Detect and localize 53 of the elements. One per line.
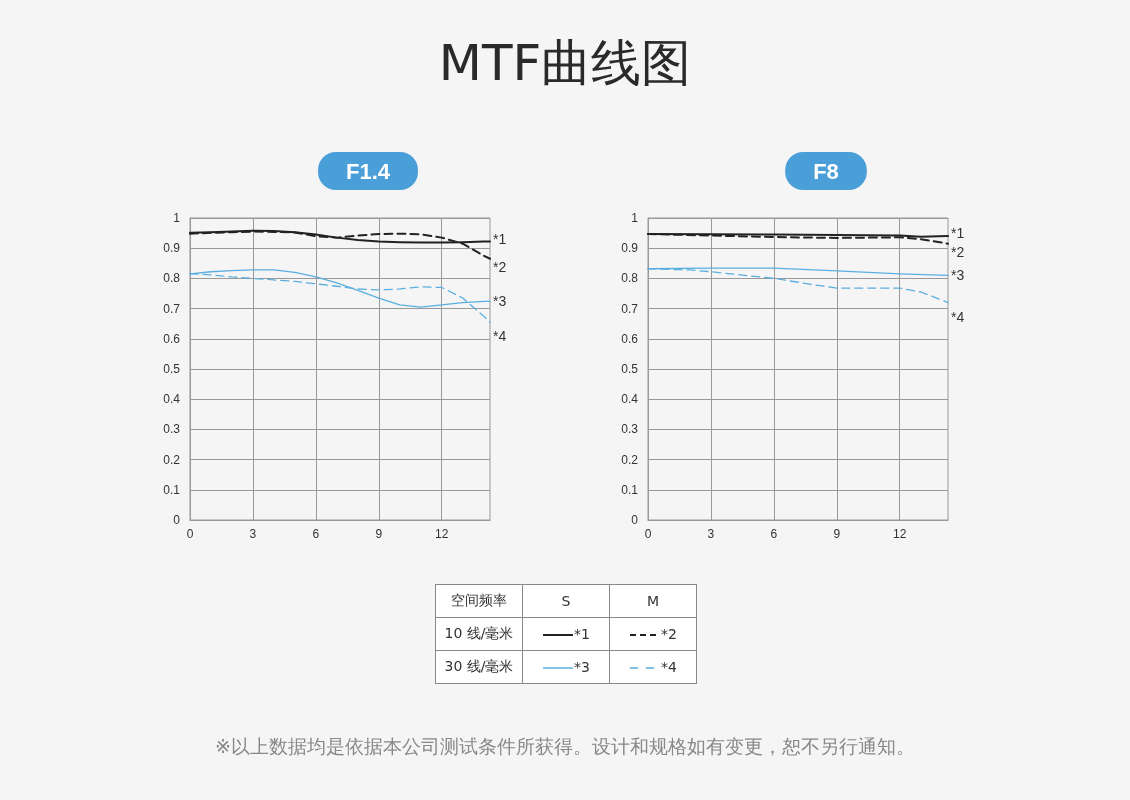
text: 10 线/毫米	[435, 617, 523, 651]
text: *1	[574, 626, 590, 642]
y-tick-label: 0.3	[163, 422, 181, 437]
series-label: *4	[493, 328, 507, 345]
series-label: *1	[493, 230, 507, 247]
y-tick-label: 0.8	[621, 271, 639, 286]
y-tick-label: 0.7	[621, 301, 639, 316]
y-tick-label: 0.6	[621, 331, 639, 346]
x-tick-label: 0	[644, 527, 652, 541]
text: S	[522, 584, 610, 618]
y-tick-label: 0.9	[163, 241, 181, 256]
text: *3	[574, 659, 590, 675]
x-tick-label: 3	[249, 527, 257, 541]
x-tick-label: 9	[375, 527, 383, 541]
x-tick-label: 6	[312, 527, 320, 541]
y-tick-label: 0.8	[163, 271, 181, 286]
x-tick-label: 6	[770, 527, 778, 541]
series-label: *2	[493, 258, 507, 275]
text: MTF曲线图	[437, 33, 693, 94]
text: M	[609, 584, 697, 618]
y-tick-label: 0.4	[621, 392, 639, 407]
y-tick-label: 0	[631, 513, 639, 527]
y-tick-label: 0.1	[163, 482, 181, 497]
y-tick-label: 0.1	[621, 482, 639, 497]
y-tick-label: 0.2	[621, 452, 639, 467]
y-tick-label: 0.9	[621, 241, 639, 256]
x-tick-label: 12	[893, 527, 907, 541]
x-tick-label: 12	[435, 527, 449, 541]
x-tick-label: 3	[707, 527, 715, 541]
y-tick-label: 0.6	[163, 331, 181, 346]
y-tick-label: 0.5	[621, 362, 639, 376]
text: *4	[661, 659, 677, 675]
y-tick-label: 0.5	[163, 362, 181, 376]
y-tick-label: 1	[173, 211, 181, 225]
series-label: *4	[951, 308, 965, 325]
series-label: *1	[951, 225, 965, 242]
y-tick-label: 0	[173, 513, 181, 527]
y-tick-label: 0.2	[163, 452, 181, 467]
series-label: *3	[951, 267, 965, 284]
text: ※以上数据均是依据本公司测试条件所获得。设计和规格如有变更，恕不另行通知。	[214, 734, 916, 759]
x-tick-label: 9	[833, 527, 841, 541]
series-label: *3	[493, 293, 507, 310]
chart-title: F1.4	[345, 158, 391, 184]
text: 30 线/毫米	[435, 650, 523, 684]
y-tick-label: 0.4	[163, 392, 181, 407]
text: 空间频率	[435, 584, 523, 618]
x-tick-label: 0	[186, 527, 194, 541]
series-label: *2	[951, 243, 965, 260]
y-tick-label: 1	[631, 211, 639, 225]
y-tick-label: 0.3	[621, 422, 639, 437]
text: *2	[661, 626, 677, 642]
chart-title: F8	[813, 158, 839, 184]
y-tick-label: 0.7	[163, 301, 181, 316]
